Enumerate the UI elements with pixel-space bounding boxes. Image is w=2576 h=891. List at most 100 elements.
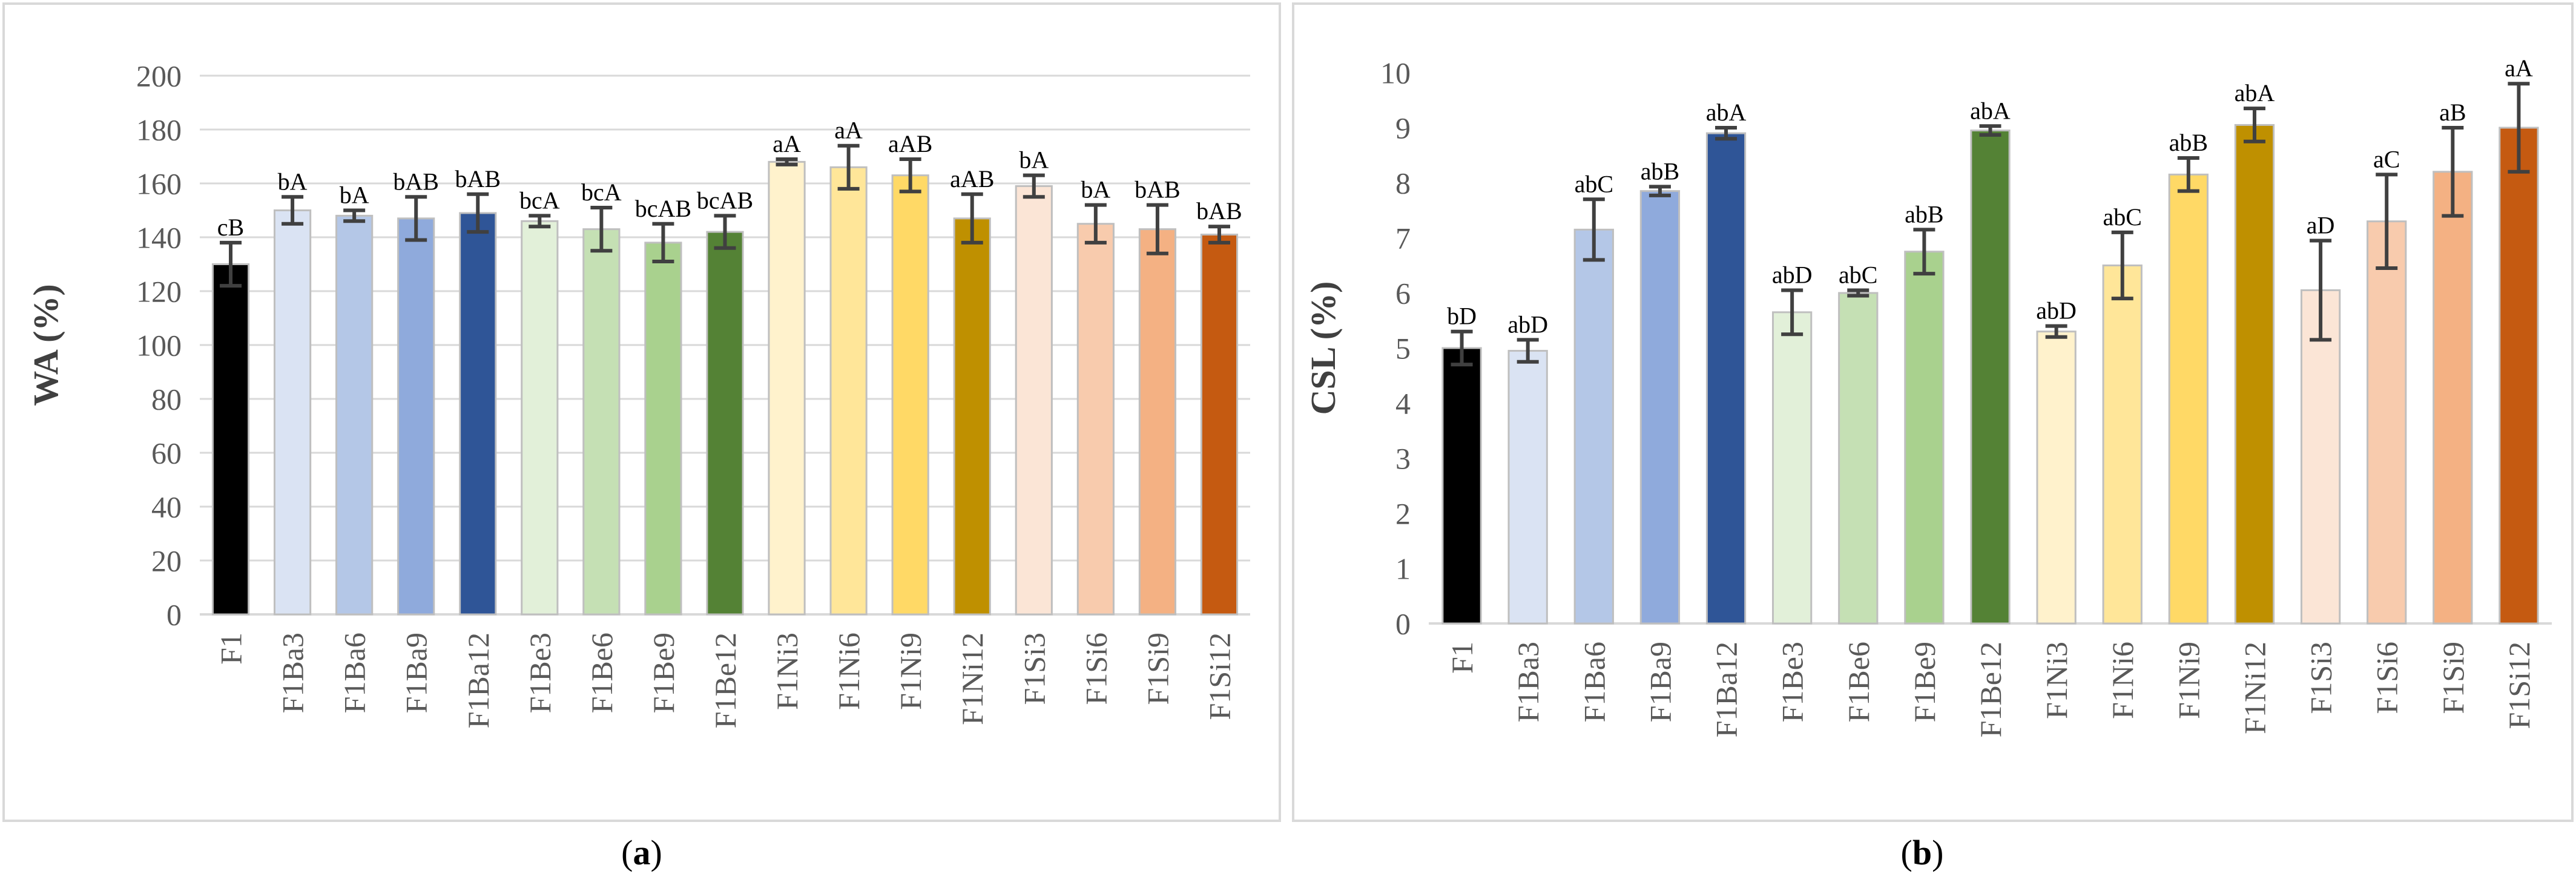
caption-a-open: (	[621, 833, 633, 872]
data-label: cB	[217, 214, 244, 241]
caption-a: (a)	[581, 832, 702, 873]
bar	[1076, 223, 1115, 616]
data-label: abA	[1706, 99, 1747, 126]
x-tick-label: F1Si3	[1017, 633, 1051, 705]
x-tick-label: F1Ba9	[400, 633, 433, 713]
data-label: bAB	[1135, 176, 1181, 203]
data-label: abC	[2103, 203, 2142, 231]
x-tick-label: F1Si12	[1202, 633, 1236, 720]
bar	[2168, 173, 2209, 625]
bar	[273, 209, 312, 616]
caption-b-close: )	[1932, 833, 1944, 872]
y-tick-label: 2	[1395, 497, 1411, 531]
data-label: abB	[2169, 129, 2208, 156]
data-label: abC	[1575, 170, 1613, 197]
x-tick-label: F1Ni6	[2106, 642, 2140, 719]
bar	[2036, 330, 2077, 625]
data-label: bcAB	[635, 195, 691, 222]
panel-frame-b	[1292, 2, 2574, 822]
y-tick-label: 0	[166, 598, 182, 632]
x-tick-label: F1Ni9	[894, 633, 927, 710]
data-label: abA	[1970, 97, 2011, 124]
data-label: bcA	[581, 179, 622, 206]
data-label: abC	[1839, 261, 1877, 288]
bar	[1904, 251, 1945, 625]
x-tick-label: F1Be12	[1974, 642, 2008, 737]
x-tick-label: F1Ba12	[461, 633, 495, 728]
data-label: bA	[278, 168, 308, 195]
x-tick-label: F1Be3	[1776, 642, 1810, 722]
bar	[644, 242, 682, 616]
y-tick-label: 9	[1395, 111, 1411, 145]
y-tick-label: 20	[151, 544, 182, 578]
caption-a-letter: a	[633, 833, 651, 872]
y-tick-label: 1	[1395, 552, 1411, 586]
y-tick-label: 160	[136, 167, 182, 201]
y-tick-label: 5	[1395, 332, 1411, 366]
y-tick-label: 8	[1395, 166, 1411, 200]
panel-frame-a	[2, 2, 1281, 822]
x-tick-label: F1Si6	[2370, 642, 2404, 714]
bar	[211, 263, 250, 616]
y-axis-label: CSL (%)	[1303, 281, 1343, 415]
bar	[1970, 130, 2011, 625]
x-tick-label: F1Ni12	[955, 633, 989, 725]
data-label: bD	[1447, 303, 1477, 330]
x-tick-label: F1Be3	[523, 633, 557, 713]
y-tick-label: 10	[1380, 56, 1411, 90]
x-tick-label: F1	[214, 633, 248, 665]
bar	[459, 212, 497, 616]
chart-panel-a: 0 20 40 60 80 100 120 140 160 180 200 WA (%) cB F1 bA F…	[2, 2, 1281, 822]
bar	[2499, 127, 2539, 625]
bar	[2102, 265, 2143, 625]
x-tick-label: F1Be9	[647, 633, 680, 713]
caption-b-letter: b	[1912, 833, 1932, 872]
x-tick-label: F1Si6	[1079, 633, 1113, 705]
x-tick-label: F1Be6	[585, 633, 619, 713]
x-tick-label: F1Si9	[2436, 642, 2470, 714]
bar	[1573, 228, 1614, 625]
data-label: abB	[1905, 200, 1943, 228]
x-tick-label: F1	[1445, 642, 1479, 674]
x-tick-label: F1Ni6	[832, 633, 866, 710]
bar	[1639, 190, 1681, 625]
x-tick-label: F1Be9	[1908, 642, 1942, 722]
y-tick-label: 6	[1395, 277, 1411, 311]
data-label: aAB	[950, 165, 994, 192]
x-tick-label: F1Ba12	[1710, 642, 1744, 737]
x-tick-label: F1Ni3	[2040, 642, 2074, 719]
data-label: aA	[772, 130, 801, 157]
caption-b: (b)	[1862, 832, 1983, 873]
bar	[2367, 220, 2407, 625]
bar	[2433, 171, 2473, 625]
data-label: abB	[1641, 157, 1679, 185]
y-tick-label: 120	[136, 275, 182, 309]
bar	[1015, 185, 1053, 616]
y-tick-label: 40	[151, 490, 182, 524]
bar	[397, 217, 435, 616]
data-label: bAB	[455, 165, 501, 192]
bar	[829, 166, 868, 616]
x-tick-label: F1Be6	[1842, 642, 1876, 722]
data-label: aA	[2505, 54, 2533, 82]
x-tick-label: F1Ni9	[2172, 642, 2205, 719]
y-tick-label: 140	[136, 221, 182, 255]
data-label: abD	[1772, 261, 1813, 288]
bar	[1200, 234, 1239, 616]
bar	[1772, 311, 1813, 625]
data-label: abA	[2235, 79, 2275, 107]
bar	[335, 214, 374, 616]
y-tick-label: 100	[136, 329, 182, 363]
bar	[1441, 347, 1482, 625]
data-label: bcA	[519, 186, 560, 214]
y-tick-label: 0	[1395, 607, 1411, 641]
bar	[1705, 132, 1747, 625]
x-tick-label: F1Ni3	[770, 633, 804, 710]
data-label: abD	[2036, 297, 2077, 324]
data-label: bA	[1019, 146, 1049, 174]
x-tick-label: F1Ba6	[338, 633, 372, 713]
y-tick-label: 60	[151, 436, 182, 470]
y-tick-label: 3	[1395, 442, 1411, 476]
